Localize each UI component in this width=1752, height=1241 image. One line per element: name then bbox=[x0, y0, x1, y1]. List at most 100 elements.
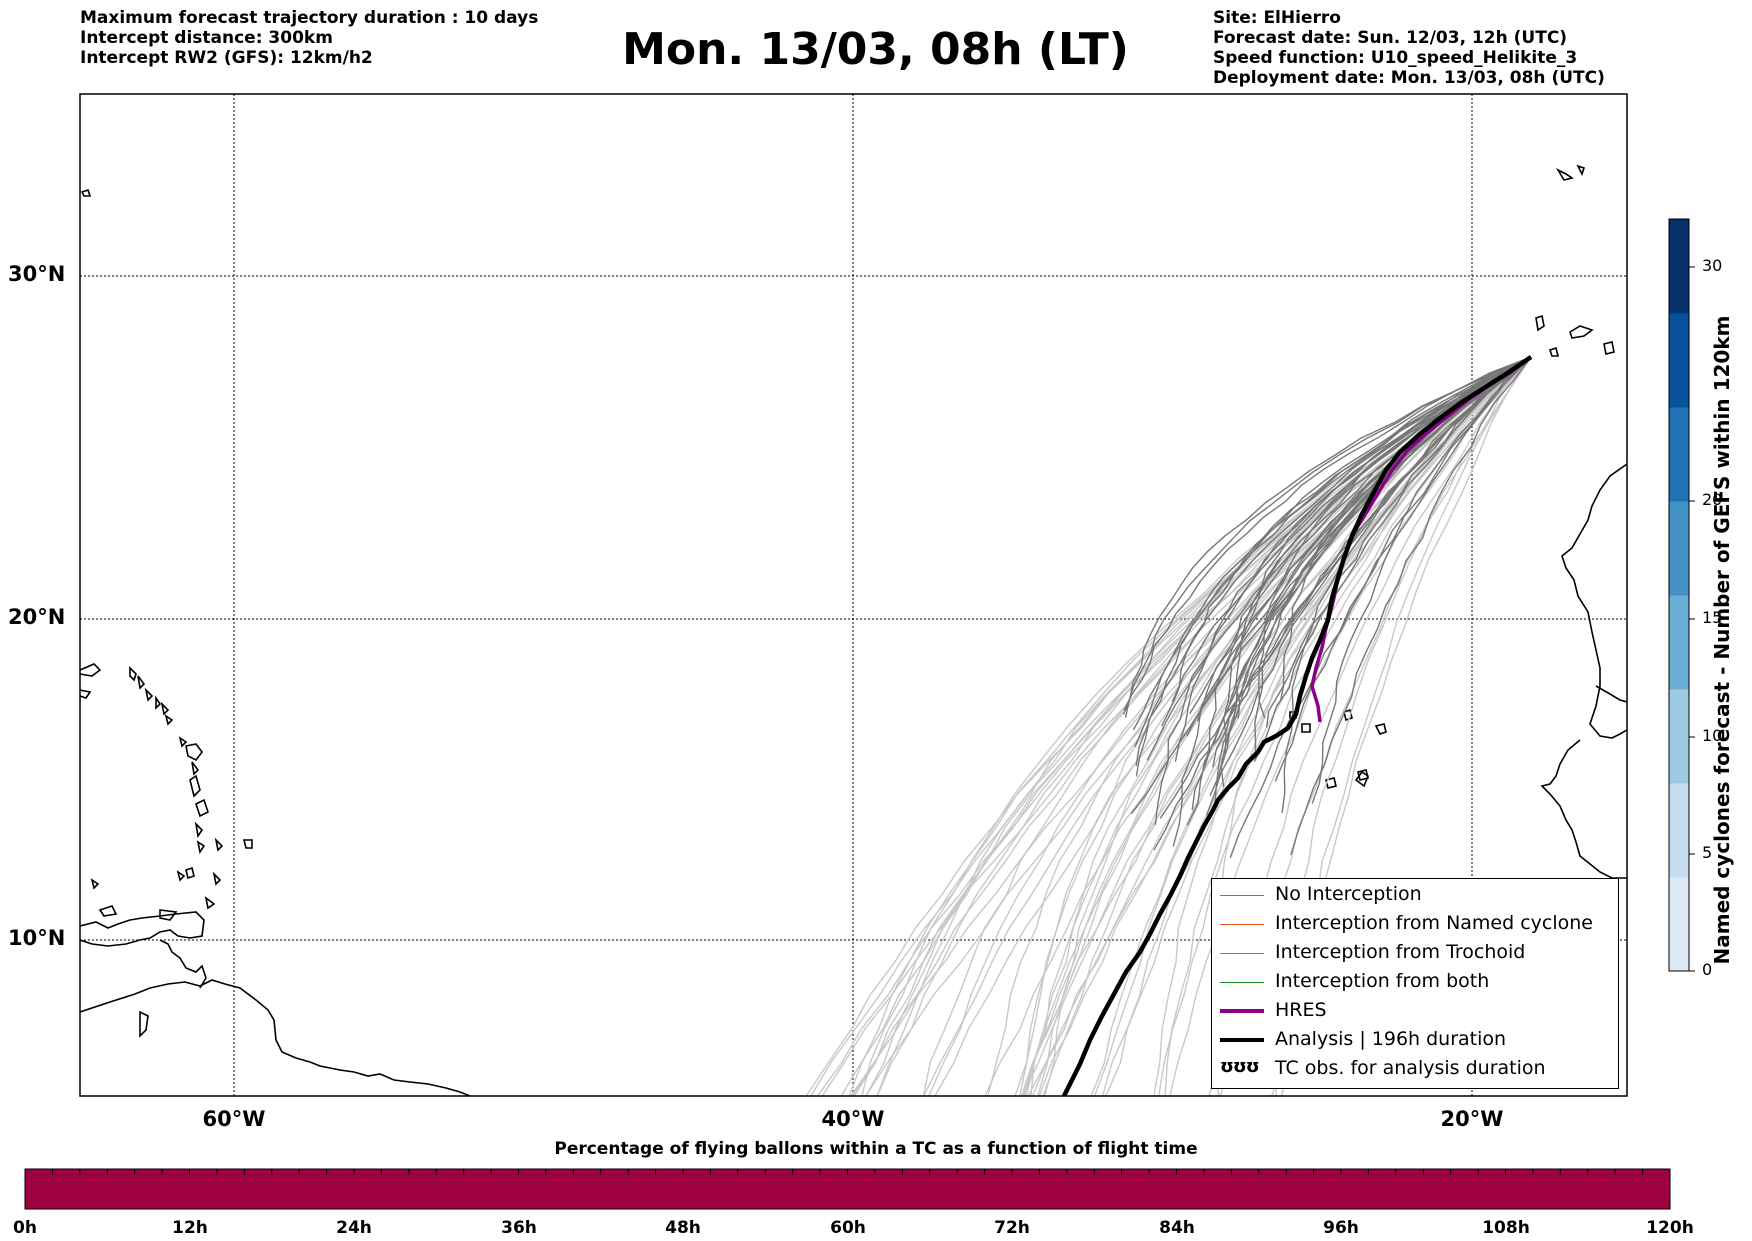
max-duration-text: Maximum forecast trajectory duration : 1… bbox=[80, 8, 539, 28]
cyclone-colorbar-segment bbox=[1669, 877, 1689, 972]
lat-label-10n: 10°N bbox=[8, 926, 66, 950]
ensemble-trajectory-dark bbox=[1135, 356, 1532, 767]
legend-swatch bbox=[1220, 895, 1264, 896]
ensemble-trajectory-dark bbox=[1160, 356, 1532, 727]
flight-time-colorbar-ticks bbox=[51, 1169, 1644, 1175]
ensemble-trajectory-light bbox=[853, 356, 1532, 1096]
header-info-right: Site: ElHierro Forecast date: Sun. 12/03… bbox=[1213, 8, 1605, 88]
cyclone-colorbar-segment bbox=[1669, 689, 1689, 784]
cyclone-colorbar-segment bbox=[1669, 501, 1689, 596]
ensemble-trajectory-dark bbox=[1132, 356, 1532, 731]
cyclone-tick-30: 30 bbox=[1702, 256, 1723, 275]
legend-swatch bbox=[1220, 1009, 1264, 1013]
legend-item-tc-obs: ʊʊʊ TC obs. for analysis duration bbox=[1212, 1056, 1612, 1085]
speed-function-text: Speed function: U10_speed_Helikite_3 bbox=[1213, 48, 1578, 68]
analysis-trajectory bbox=[1061, 355, 1533, 1096]
ensemble-trajectory-light bbox=[1023, 356, 1532, 1096]
flight-time-tick-12h: 12h bbox=[172, 1218, 208, 1238]
lat-label-20n: 20°N bbox=[8, 605, 66, 629]
legend-item-trochoid: Interception from Trochoid bbox=[1212, 940, 1612, 969]
cyclone-tick-0: 0 bbox=[1702, 960, 1713, 979]
flight-time-colorbar-title: Percentage of flying ballons within a TC… bbox=[554, 1139, 1198, 1159]
south-america-coast bbox=[80, 979, 471, 1096]
legend-swatch bbox=[1220, 953, 1264, 954]
ensemble-trajectory-dark bbox=[1265, 356, 1532, 728]
flight-time-tick-36h: 36h bbox=[501, 1218, 537, 1238]
ensemble-trajectory-dark bbox=[1124, 356, 1532, 718]
legend-item-both: Interception from both bbox=[1212, 969, 1612, 998]
legend-item-named-cyclone: Interception from Named cyclone bbox=[1212, 911, 1612, 940]
ensemble-trajectory-dark bbox=[1229, 356, 1532, 859]
legend-swatch bbox=[1220, 982, 1264, 983]
ensemble-trajectory-dark bbox=[1258, 356, 1532, 719]
flight-time-tick-60h: 60h bbox=[830, 1218, 866, 1238]
flight-time-tick-108h: 108h bbox=[1482, 1218, 1530, 1238]
cyclone-colorbar-segment bbox=[1669, 313, 1689, 408]
ensemble-trajectory-dark bbox=[1214, 356, 1532, 804]
legend-label: No Interception bbox=[1275, 883, 1422, 905]
ensemble-trajectory-dark bbox=[1123, 356, 1532, 711]
flight-time-tick-24h: 24h bbox=[336, 1218, 372, 1238]
coastlines bbox=[80, 164, 1627, 1096]
legend-label: HRES bbox=[1275, 999, 1327, 1021]
page-title: Mon. 13/03, 08h (LT) bbox=[622, 24, 1129, 75]
legend-swatch bbox=[1220, 924, 1264, 925]
legend-label: Interception from both bbox=[1275, 970, 1490, 992]
header-info-left: Maximum forecast trajectory duration : 1… bbox=[80, 8, 538, 68]
legend-label: TC obs. for analysis duration bbox=[1275, 1057, 1546, 1079]
lon-label-40w: 40°W bbox=[821, 1107, 885, 1131]
ensemble-trajectory-light bbox=[923, 356, 1532, 1096]
legend-label: Interception from Named cyclone bbox=[1275, 912, 1593, 934]
intercept-rw2-text: Intercept RW2 (GFS): 12km/h2 bbox=[80, 48, 373, 68]
ensemble-trajectory-light bbox=[1105, 356, 1532, 1096]
deployment-date-text: Deployment date: Mon. 13/03, 08h (UTC) bbox=[1213, 68, 1605, 88]
cyclone-tick-10: 10 bbox=[1702, 726, 1723, 745]
tc-obs-symbol-icon: ʊʊʊ bbox=[1220, 1056, 1260, 1077]
ensemble-trajectory-light bbox=[1158, 356, 1532, 1096]
cyclone-tick-20: 20 bbox=[1702, 490, 1723, 509]
cyclone-colorbar-segment bbox=[1669, 595, 1689, 690]
ensemble-trajectory-light bbox=[1169, 356, 1532, 1096]
ensemble-trajectory-light bbox=[861, 356, 1532, 1096]
cyclone-colorbar bbox=[1669, 219, 1695, 972]
map-frame bbox=[79, 93, 1628, 1097]
ensemble-trajectory-light bbox=[922, 356, 1532, 1096]
cyclone-colorbar-segment bbox=[1669, 219, 1689, 314]
legend-item-no-interception: No Interception bbox=[1212, 882, 1612, 911]
ensemble-trajectory-light bbox=[848, 356, 1532, 1096]
flight-time-tick-120h: 120h bbox=[1646, 1218, 1694, 1238]
ensemble-trajectory-light bbox=[928, 356, 1532, 1096]
flight-time-tick-84h: 84h bbox=[1159, 1218, 1195, 1238]
legend-item-hres: HRES bbox=[1212, 998, 1612, 1027]
lon-label-60w: 60°W bbox=[202, 1107, 266, 1131]
legend-swatch bbox=[1220, 1038, 1264, 1042]
flight-time-tick-0h: 0h bbox=[13, 1218, 37, 1238]
ensemble-trajectory-dark bbox=[1209, 356, 1532, 796]
ensemble-trajectory-dark bbox=[1206, 356, 1532, 816]
ensemble-trajectory-dark bbox=[1153, 356, 1532, 851]
forecast-date-text: Forecast date: Sun. 12/03, 12h (UTC) bbox=[1213, 28, 1568, 48]
legend-label: Interception from Trochoid bbox=[1275, 941, 1526, 963]
cyclone-colorbar-segment bbox=[1669, 783, 1689, 878]
cyclone-tick-5: 5 bbox=[1702, 843, 1713, 862]
ensemble-trajectory-dark bbox=[1274, 356, 1532, 782]
cyclone-colorbar-title: Named cyclones forecast - Number of GEFS… bbox=[1710, 315, 1734, 965]
ensemble-trajectory-light bbox=[1090, 356, 1532, 1096]
site-text: Site: ElHierro bbox=[1213, 8, 1341, 28]
ensemble-trajectory-dark bbox=[1253, 356, 1532, 763]
flight-time-tick-72h: 72h bbox=[994, 1218, 1030, 1238]
lon-label-20w: 20°W bbox=[1440, 1107, 1504, 1131]
ensemble-trajectory-dark bbox=[1171, 356, 1532, 702]
cyclone-tick-15: 15 bbox=[1702, 608, 1723, 627]
intercept-distance-text: Intercept distance: 300km bbox=[80, 28, 333, 48]
lat-label-30n: 30°N bbox=[8, 262, 66, 286]
legend-label: Analysis | 196h duration bbox=[1275, 1028, 1507, 1050]
flight-time-colorbar bbox=[24, 1168, 1671, 1210]
cyclone-colorbar-frame bbox=[1668, 218, 1690, 972]
flight-time-tick-96h: 96h bbox=[1323, 1218, 1359, 1238]
flight-time-tick-48h: 48h bbox=[665, 1218, 701, 1238]
west-africa-coast bbox=[1561, 463, 1627, 739]
cyclone-colorbar-segment bbox=[1669, 407, 1689, 502]
ensemble-trajectory-dark bbox=[1222, 356, 1532, 755]
